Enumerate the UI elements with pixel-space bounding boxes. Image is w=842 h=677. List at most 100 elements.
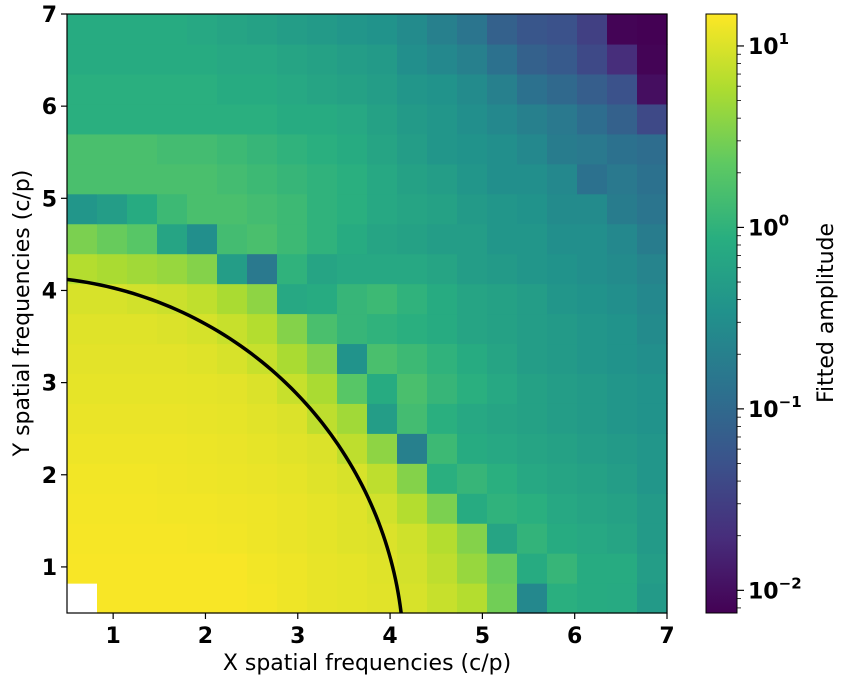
heatmap-cell xyxy=(577,463,608,494)
heatmap-cell xyxy=(577,343,608,374)
heatmap-cell xyxy=(427,253,458,285)
heatmap-cell xyxy=(487,283,518,315)
heatmap-cell xyxy=(517,463,548,494)
heatmap-cell xyxy=(127,583,158,614)
heatmap-cell xyxy=(397,463,428,494)
heatmap-cell xyxy=(457,433,488,464)
heatmap-cell xyxy=(67,163,98,195)
heatmap-cell xyxy=(397,163,428,195)
heatmap-cell xyxy=(487,163,518,195)
heatmap-cell xyxy=(187,553,218,584)
heatmap-cell xyxy=(157,253,188,285)
heatmap-cell xyxy=(307,43,338,75)
heatmap-cell xyxy=(247,403,278,434)
heatmap-cell xyxy=(397,493,428,524)
heatmap-cell xyxy=(547,553,578,584)
heatmap-cell xyxy=(487,103,518,135)
heatmap-cell xyxy=(127,403,158,434)
heatmap-cell xyxy=(187,583,218,614)
heatmap-cell xyxy=(397,403,428,434)
heatmap-cell xyxy=(487,523,518,554)
heatmap-cell xyxy=(637,103,668,135)
heatmap-cell xyxy=(367,253,398,285)
heatmap-cell xyxy=(157,343,188,374)
heatmap-cell xyxy=(517,403,548,434)
heatmap-cell xyxy=(397,14,428,45)
heatmap-cell xyxy=(577,583,608,614)
heatmap-cell xyxy=(397,433,428,464)
heatmap-cell xyxy=(187,253,218,285)
heatmap-cell xyxy=(397,313,428,345)
heatmap-cell xyxy=(637,523,668,554)
heatmap-cell xyxy=(157,523,188,554)
heatmap-cell xyxy=(277,493,308,524)
heatmap-cell xyxy=(247,463,278,494)
heatmap-cell xyxy=(457,193,488,225)
heatmap-cell xyxy=(247,193,278,225)
heatmap-cell xyxy=(157,313,188,345)
heatmap-cell xyxy=(427,223,458,255)
heatmap-cell xyxy=(337,133,368,165)
heatmap-cell xyxy=(307,223,338,255)
heatmap-cell xyxy=(517,583,548,614)
heatmap-cell xyxy=(607,313,638,345)
x-tick-label: 3 xyxy=(290,624,305,649)
colorbar-tick-label: 101 xyxy=(748,30,789,60)
heatmap-cell xyxy=(427,163,458,195)
heatmap-cell xyxy=(127,43,158,75)
heatmap-cell xyxy=(547,433,578,464)
heatmap-cell xyxy=(637,463,668,494)
heatmap-cell xyxy=(247,133,278,165)
heatmap-cell xyxy=(607,463,638,494)
heatmap-cell xyxy=(187,343,218,374)
heatmap-cell xyxy=(637,343,668,374)
heatmap-cell xyxy=(337,73,368,105)
heatmap-cell xyxy=(577,433,608,464)
heatmap-cell xyxy=(337,343,368,374)
heatmap-cell xyxy=(577,223,608,255)
x-tick-label: 5 xyxy=(475,624,490,649)
heatmap-cell xyxy=(217,223,248,255)
x-tick-label: 7 xyxy=(659,624,674,649)
heatmap-cell xyxy=(337,583,368,614)
heatmap-cell xyxy=(427,493,458,524)
heatmap-cell xyxy=(67,283,98,315)
heatmap-cell xyxy=(457,523,488,554)
heatmap-cell xyxy=(277,583,308,614)
heatmap-cell xyxy=(187,433,218,464)
heatmap-cell xyxy=(217,523,248,554)
heatmap-cell xyxy=(487,193,518,225)
heatmap-cell xyxy=(517,193,548,225)
heatmap-cell xyxy=(517,553,548,584)
heatmap-cell xyxy=(457,583,488,614)
heatmap-cell xyxy=(367,433,398,464)
heatmap-cell xyxy=(277,14,308,45)
heatmap-cell xyxy=(637,14,668,45)
heatmap-cell xyxy=(397,373,428,404)
heatmap-cell xyxy=(367,343,398,374)
heatmap-cell xyxy=(217,373,248,404)
heatmap-cell xyxy=(247,553,278,584)
heatmap-cell xyxy=(157,43,188,75)
heatmap-cell xyxy=(217,493,248,524)
heatmap-cell xyxy=(157,433,188,464)
heatmap-cell xyxy=(187,223,218,255)
heatmap-cell xyxy=(487,493,518,524)
heatmap-cell xyxy=(637,73,668,105)
y-axis-label: Y spatial frequencies (c/p) xyxy=(10,170,35,458)
heatmap-cell xyxy=(637,493,668,524)
heatmap-cell xyxy=(487,373,518,404)
heatmap-cell xyxy=(157,193,188,225)
heatmap-cell xyxy=(307,253,338,285)
heatmap-cell xyxy=(157,133,188,165)
heatmap-cell xyxy=(187,193,218,225)
heatmap-cell xyxy=(607,163,638,195)
heatmap-cell xyxy=(547,373,578,404)
y-tick-label: 3 xyxy=(42,372,57,397)
heatmap-cell xyxy=(247,223,278,255)
heatmap-cell xyxy=(397,133,428,165)
heatmap-cell xyxy=(127,193,158,225)
heatmap-cell xyxy=(427,403,458,434)
heatmap-cell xyxy=(67,463,98,494)
heatmap-cell xyxy=(547,223,578,255)
